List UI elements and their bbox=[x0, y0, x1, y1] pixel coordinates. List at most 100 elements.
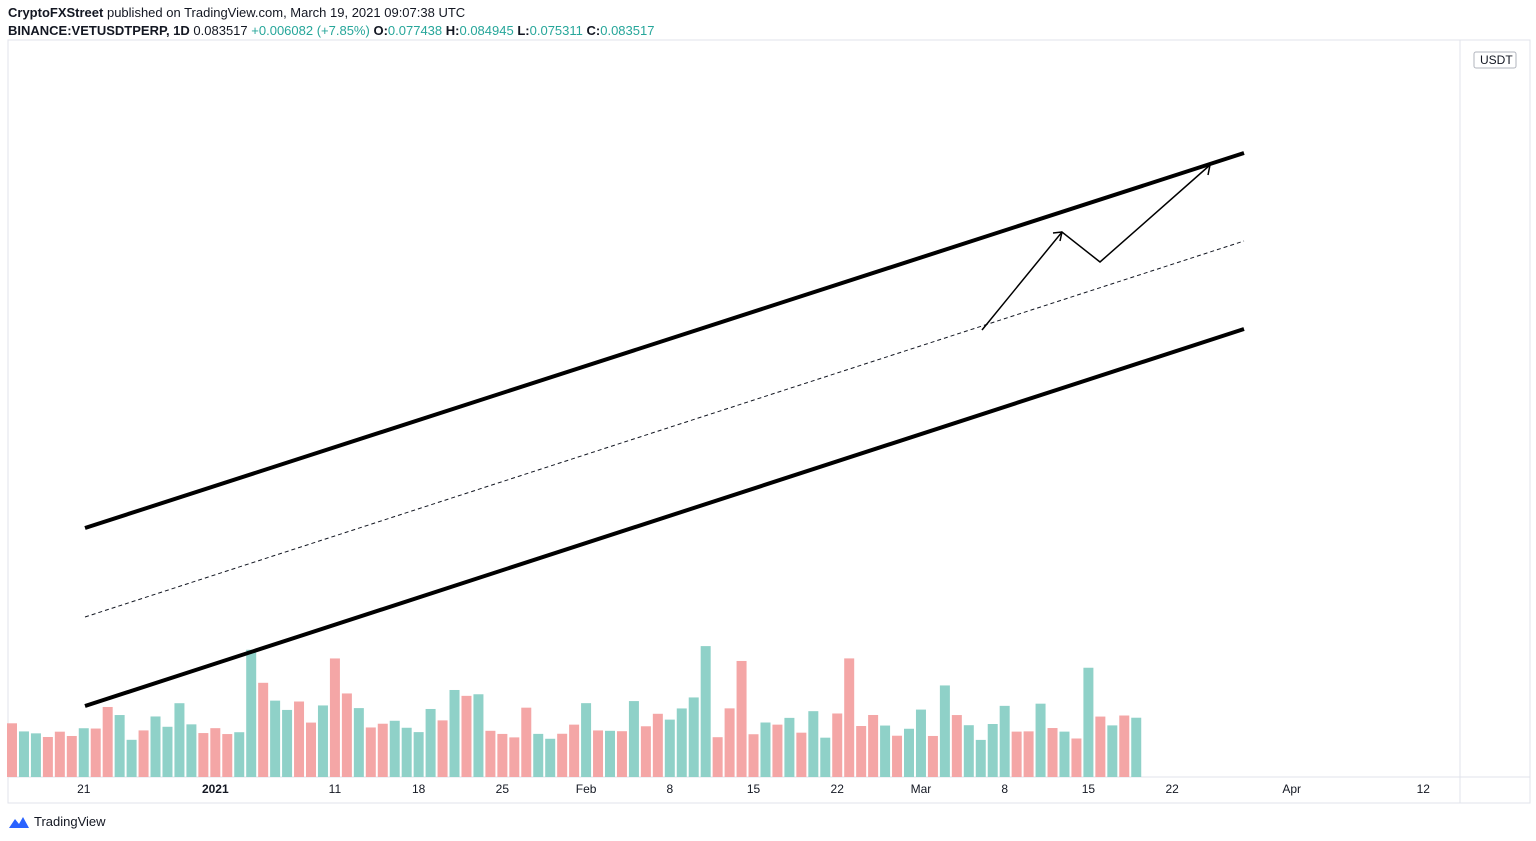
volume-bar bbox=[497, 733, 508, 777]
volume-bar bbox=[258, 682, 269, 777]
volume-bar bbox=[1119, 715, 1130, 777]
volume-bar bbox=[7, 723, 17, 777]
time-tick-label: 11 bbox=[329, 782, 342, 796]
volume-bar bbox=[557, 733, 568, 777]
volume-bar bbox=[461, 695, 472, 777]
volume-bar bbox=[294, 701, 305, 777]
volume-bar bbox=[987, 723, 998, 777]
unit-label: USDT bbox=[1480, 53, 1513, 67]
volume-bar bbox=[736, 660, 747, 777]
volume-bar bbox=[652, 713, 663, 777]
volume-bar bbox=[114, 715, 125, 777]
volume-bar bbox=[975, 739, 986, 777]
volume-bar bbox=[772, 724, 783, 777]
volume-bar bbox=[904, 728, 914, 777]
volume-bar bbox=[808, 711, 819, 777]
time-tick-label: 8 bbox=[666, 782, 673, 796]
volume-bar bbox=[844, 658, 855, 777]
volume-bar bbox=[42, 736, 53, 777]
channel-upper-line bbox=[84, 151, 1245, 530]
volume-bar bbox=[832, 713, 843, 777]
ohlc-legend: BINANCE:VETUSDTPERP, 1D 0.083517 +0.0060… bbox=[8, 23, 654, 38]
volume-bar bbox=[581, 703, 592, 777]
projection-path bbox=[981, 164, 1211, 331]
volume-bar bbox=[593, 730, 604, 777]
volume-bar bbox=[425, 708, 436, 777]
high-value: 0.084945 bbox=[459, 23, 514, 38]
volume-bar bbox=[1035, 703, 1046, 777]
open-label: O: bbox=[373, 23, 388, 38]
time-tick-label: 18 bbox=[412, 782, 426, 796]
footer-brand[interactable]: TradingView bbox=[34, 814, 106, 829]
volume-bar bbox=[162, 726, 173, 777]
time-tick-label: Feb bbox=[576, 782, 597, 796]
time-tick-label: 22 bbox=[1165, 782, 1179, 796]
time-tick-label: 21 bbox=[77, 782, 91, 796]
volume-bar bbox=[748, 734, 759, 777]
volume-bar bbox=[66, 735, 77, 777]
volume-bar bbox=[856, 726, 867, 777]
chart-frame bbox=[7, 39, 1531, 804]
volume-bar bbox=[616, 731, 627, 777]
volume-bar bbox=[927, 735, 938, 777]
volume-bar bbox=[186, 724, 197, 777]
volume-bar bbox=[437, 720, 448, 777]
volume-bar bbox=[1095, 716, 1106, 777]
volume-bar bbox=[628, 701, 639, 777]
time-tick-label: 8 bbox=[1001, 782, 1008, 796]
volume-bar bbox=[868, 714, 879, 777]
unit-badge bbox=[1473, 51, 1517, 69]
volume-bar bbox=[569, 724, 580, 777]
last-price: 0.083517 bbox=[193, 23, 248, 38]
open-value: 0.077438 bbox=[387, 23, 443, 38]
volume-bar bbox=[246, 649, 257, 777]
volume-bar bbox=[210, 728, 221, 777]
arrow-head-1 bbox=[1052, 231, 1063, 242]
volume-bar bbox=[688, 697, 699, 777]
low-value: 0.075311 bbox=[529, 23, 583, 38]
channel-midline bbox=[84, 240, 1245, 618]
publisher-name[interactable]: CryptoFXStreet bbox=[8, 5, 104, 20]
time-tick-label: 2021 bbox=[202, 782, 229, 796]
published-text: published on TradingView.com, March 19, … bbox=[103, 5, 466, 20]
volume-bar bbox=[939, 685, 950, 777]
volume-bar bbox=[413, 732, 424, 777]
volume-bar bbox=[1071, 738, 1082, 777]
symbol-label[interactable]: BINANCE:VETUSDTPERP, 1D bbox=[8, 23, 190, 38]
time-tick-label: 12 bbox=[1417, 782, 1431, 796]
volume-bar bbox=[1083, 667, 1094, 777]
volume-bar bbox=[401, 727, 412, 777]
volume-bar bbox=[329, 658, 340, 777]
volume-bar bbox=[150, 716, 161, 777]
volume-bar bbox=[820, 737, 831, 777]
volume-bar bbox=[1011, 731, 1022, 777]
time-axis: 21 2021 11 18 25 Feb 8 15 22 Mar 8 15 22 Apr 12 bbox=[77, 782, 1430, 796]
time-tick-label: 15 bbox=[747, 782, 761, 796]
volume-bar bbox=[796, 732, 807, 777]
volume-bar bbox=[521, 707, 532, 777]
close-label: C: bbox=[586, 23, 601, 38]
arrow-head-2 bbox=[1199, 164, 1211, 176]
volume-bar bbox=[1047, 728, 1058, 777]
time-tick-label: Apr bbox=[1282, 782, 1301, 796]
volume-bar bbox=[1023, 731, 1034, 777]
volume-bar bbox=[270, 700, 281, 777]
channel-lower-line bbox=[84, 327, 1245, 708]
volume-bar bbox=[999, 705, 1010, 777]
price-change: +0.006082 (+7.85%) bbox=[251, 23, 370, 38]
volume-bar bbox=[389, 720, 400, 777]
volume-bar bbox=[198, 733, 209, 777]
volume-bar bbox=[963, 725, 974, 777]
volume-bar bbox=[664, 719, 675, 777]
volume-bar bbox=[306, 722, 316, 777]
time-tick-label: 22 bbox=[831, 782, 845, 796]
volume-bar bbox=[640, 726, 651, 777]
volume-bar bbox=[78, 728, 89, 777]
volume-bar bbox=[353, 708, 364, 777]
volume-bar bbox=[700, 646, 711, 777]
volume-bar bbox=[102, 706, 113, 777]
volume-bar bbox=[1059, 731, 1070, 777]
volume-bar bbox=[473, 694, 484, 777]
volume-bar bbox=[892, 735, 903, 777]
